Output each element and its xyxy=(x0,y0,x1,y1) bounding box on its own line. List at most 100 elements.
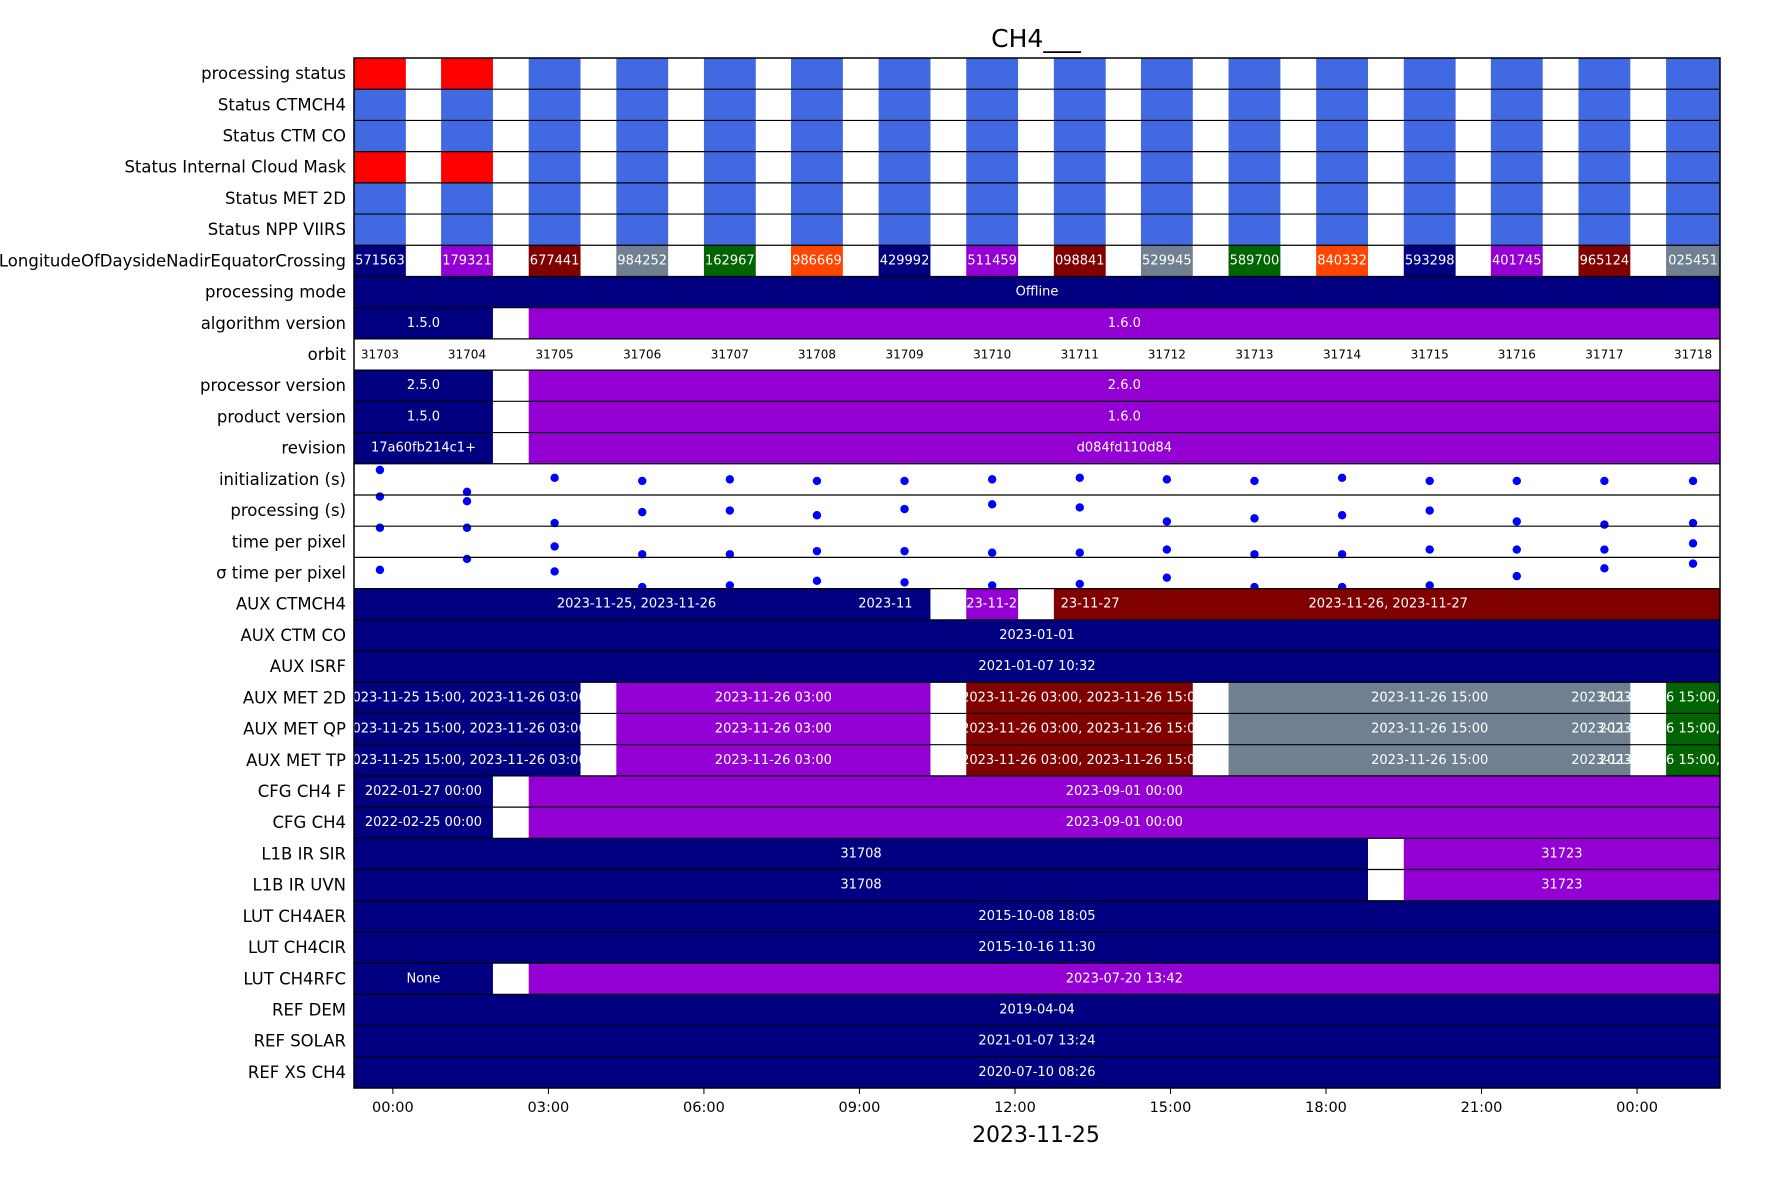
orbit-cell xyxy=(1316,58,1369,90)
orbit-cell xyxy=(1666,245,1720,277)
segment-label: 17a60fb214c1+ xyxy=(371,441,476,456)
orbit-number-label: 31708 xyxy=(798,348,836,362)
segment-bar xyxy=(1403,838,1720,870)
orbit-cell xyxy=(1140,120,1193,152)
segment-bar xyxy=(528,401,1720,433)
orbit-cell xyxy=(791,89,843,121)
row-21: 2023-11-25 15:00, 2023-11-26 03:00 2023-1… xyxy=(344,713,1771,745)
orbit-cell xyxy=(966,182,1019,215)
orbit-cell xyxy=(1403,214,1456,246)
orbit-cell xyxy=(354,151,406,183)
orbit-cell xyxy=(354,120,406,152)
segment-label: 2022-01-27 00:00 xyxy=(365,784,482,799)
orbit-cell xyxy=(354,214,406,246)
orbit-cell xyxy=(528,58,581,90)
orbit-cell xyxy=(528,151,581,183)
orbit-cell xyxy=(1666,182,1720,215)
orbit-cell xyxy=(1053,120,1106,152)
segment-bar xyxy=(354,1056,1720,1088)
row-label: time per pixel xyxy=(232,532,346,551)
row-0 xyxy=(354,58,1720,90)
orbit-value-label: 162967 xyxy=(705,253,755,268)
segment-bar xyxy=(354,900,1720,932)
orbit-cell xyxy=(1490,58,1543,90)
row-18: 2023-01-01 xyxy=(354,619,1720,652)
segment-label: d084fd110d84 xyxy=(1077,441,1173,456)
segment-bar xyxy=(354,588,931,620)
orbit-cell xyxy=(878,245,931,277)
segment-bar xyxy=(1403,869,1720,901)
segment-label: 2020-07-10 08:26 xyxy=(978,1065,1095,1080)
orbit-number-label: 31718 xyxy=(1674,348,1712,362)
orbit-cell xyxy=(966,214,1019,246)
data-point xyxy=(900,578,909,587)
orbit-cell xyxy=(354,58,406,90)
orbit-cell xyxy=(1578,151,1631,183)
orbit-cell xyxy=(1666,120,1720,152)
chart-rows: 571563 179321 677441 984252 162967 986669 4299… xyxy=(344,58,1771,1088)
x-tick-label: 03:00 xyxy=(528,1100,570,1116)
orbit-cell xyxy=(791,151,843,183)
segment-bar xyxy=(354,619,1720,652)
orbit-cell xyxy=(878,151,931,183)
orbit-cell xyxy=(1490,120,1543,152)
row-label: Status MET 2D xyxy=(225,189,346,208)
row-label: processing (s) xyxy=(230,501,346,520)
segment-bar xyxy=(354,713,581,745)
segment-bar xyxy=(528,370,1720,402)
segment-label: 2023-11-26 15:00, 2023-11-27 03:00 xyxy=(1599,722,1771,737)
segment-label: 2.6.0 xyxy=(1108,378,1141,393)
orbit-cell xyxy=(1666,151,1720,183)
orbit-cell xyxy=(878,214,931,246)
orbit-cell xyxy=(1228,245,1281,277)
segment-label: 23-11-2 xyxy=(966,597,1017,612)
segment-label: 2023-11-25 15:00, 2023-11-26 03:00 xyxy=(344,722,587,737)
segment-bar xyxy=(528,807,1720,839)
orbit-cell xyxy=(791,120,843,152)
data-point xyxy=(462,487,472,497)
segment-bar xyxy=(354,370,493,402)
segment-bar xyxy=(966,588,1019,620)
segment-label: 23-11-27 xyxy=(1061,597,1120,612)
orbit-cell xyxy=(1140,182,1193,215)
data-point xyxy=(1688,518,1698,528)
row-label: σ time per pixel xyxy=(216,564,346,583)
orbit-cell xyxy=(966,151,1019,183)
orbit-cell xyxy=(966,245,1019,277)
data-point xyxy=(1600,476,1609,486)
orbit-cell xyxy=(441,151,493,183)
segment-label: 2023-11- xyxy=(1571,753,1630,768)
segment-label: 2019-04-04 xyxy=(999,1002,1075,1017)
orbit-value-label: 593298 xyxy=(1405,253,1455,268)
row-label: AUX CTM CO xyxy=(240,626,346,645)
row-20: 2023-11-25 15:00, 2023-11-26 03:00 2023-1… xyxy=(354,682,1720,714)
data-point xyxy=(1250,550,1259,559)
orbit-value-label: 025451 xyxy=(1668,253,1718,268)
orbit-cell xyxy=(878,89,931,121)
x-tick-label: 00:00 xyxy=(1616,1100,1658,1116)
segment-label: 1.5.0 xyxy=(407,409,440,424)
segment-label: 2023-11-26 03:00, 2023-11-26 15:00 xyxy=(961,690,1204,705)
orbit-number-label: 31716 xyxy=(1498,348,1536,362)
row-6: 571563 179321 677441 984252 162967 986669 4299… xyxy=(354,245,1720,277)
data-point xyxy=(1600,545,1609,554)
orbit-value-label: 529945 xyxy=(1142,253,1192,268)
row-17: 2023-11-25, 2023-11-26 2023-11 23-11-2 2023… xyxy=(354,588,1720,620)
orbit-cell xyxy=(1228,182,1281,215)
orbit-cell xyxy=(791,182,843,215)
orbit-cell xyxy=(1053,182,1106,215)
row-15 xyxy=(375,523,1698,559)
orbit-number-label: 31704 xyxy=(448,348,486,362)
segment-label: 2023-11-26 03:00 xyxy=(715,753,832,768)
orbit-cell xyxy=(1316,89,1369,121)
segment-bar xyxy=(354,775,493,808)
row-label: processing status xyxy=(201,64,346,83)
orbit-cell xyxy=(528,182,581,215)
segment-label: 31708 xyxy=(840,878,881,893)
orbit-cell xyxy=(878,120,931,152)
plot-frame xyxy=(353,57,1721,1089)
segment-label: 2023-11-25 15:00, 2023-11-26 03:00 xyxy=(344,753,587,768)
orbit-number-label: 31703 xyxy=(361,348,399,362)
orbit-cell xyxy=(791,58,843,90)
row-label: orbit xyxy=(308,345,347,364)
